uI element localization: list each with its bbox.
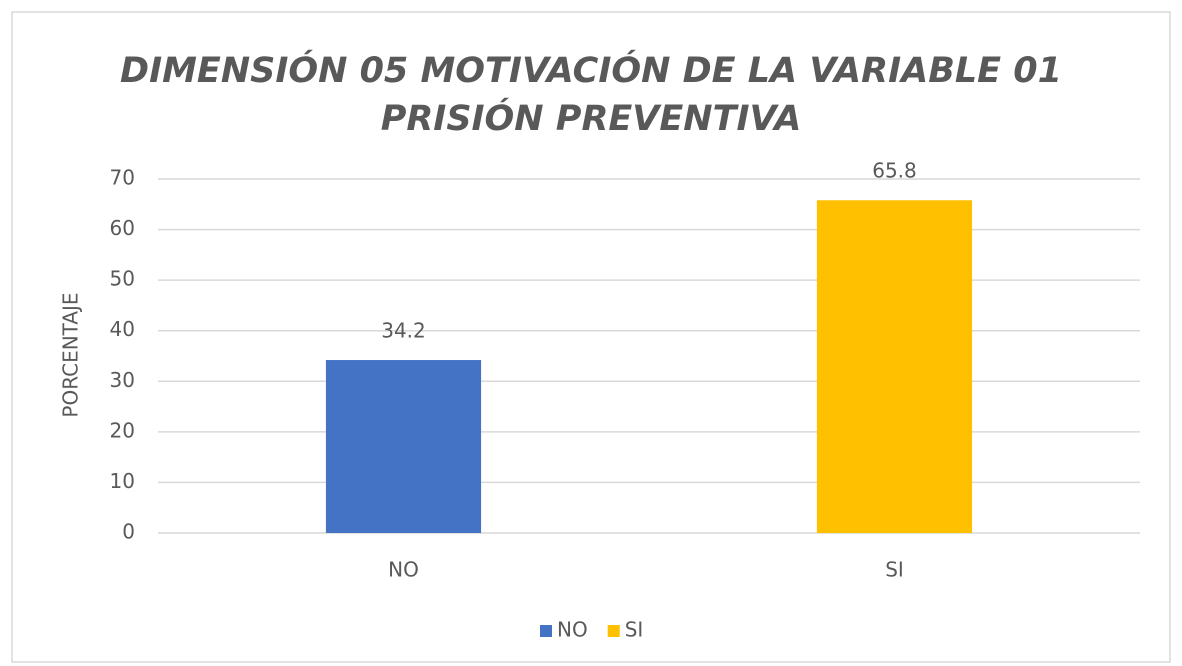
legend-swatch <box>540 625 552 637</box>
chart-title: DIMENSIÓN 05 MOTIVACIÓN DE LA VARIABLE 0… <box>120 49 1062 91</box>
y-tick-label: 60 <box>110 216 135 240</box>
data-label: 65.8 <box>872 159 917 183</box>
chart-frame <box>11 11 1171 663</box>
y-tick-label: 20 <box>110 418 135 442</box>
legend-swatch <box>607 625 620 637</box>
bar <box>816 200 973 534</box>
y-tick-label: 70 <box>110 166 135 190</box>
bar <box>325 360 482 533</box>
legend-label: NO <box>557 618 588 642</box>
y-tick-label: 10 <box>110 469 135 493</box>
chart-title: PRISIÓN PREVENTIVA <box>381 97 802 139</box>
data-label: 34.2 <box>381 319 426 343</box>
y-tick-label: 30 <box>110 368 135 392</box>
y-tick-label: 40 <box>110 317 135 341</box>
x-tick-label: SI <box>885 558 904 582</box>
legend-label: SI <box>625 618 644 642</box>
x-tick-label: NO <box>388 558 419 582</box>
y-tick-label: 0 <box>122 520 135 544</box>
y-axis-label: PORCENTAJE <box>59 292 83 417</box>
y-tick-label: 50 <box>110 267 135 291</box>
